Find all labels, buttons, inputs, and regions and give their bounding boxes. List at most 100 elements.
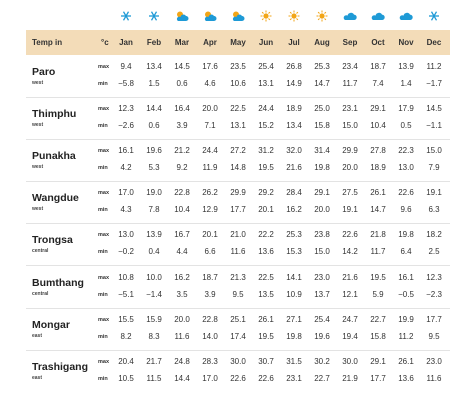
min-label: min [98, 207, 108, 214]
max-value: 14.4 [146, 104, 162, 114]
max-value: 22.8 [174, 188, 190, 198]
min-value: 4.3 [120, 205, 132, 215]
max-value: 27.1 [286, 314, 302, 324]
min-value: 17.4 [230, 331, 246, 341]
max-value: 14.5 [174, 62, 190, 71]
min-value: 10.9 [286, 289, 302, 299]
max-value: 30.0 [230, 356, 246, 366]
max-value: 17.7 [426, 314, 442, 324]
min-value: 15.3 [286, 247, 302, 257]
min-value: 19.5 [258, 163, 274, 173]
max-label: max [98, 148, 110, 155]
max-value: 20.1 [202, 230, 218, 240]
min-value: 10.4 [174, 205, 190, 215]
max-value: 32.0 [286, 146, 302, 156]
min-value: 13.0 [398, 163, 414, 173]
max-value: 29.1 [314, 188, 330, 198]
min-value: 17.7 [230, 205, 246, 215]
weather-icon [399, 12, 413, 20]
month-header: Feb [146, 38, 162, 47]
row-separator [26, 265, 450, 267]
month-header: Jul [288, 38, 300, 47]
station-region: east [32, 332, 43, 339]
min-value: −1.4 [146, 289, 162, 299]
max-value: 25.3 [314, 62, 330, 71]
station-region: west [32, 206, 44, 213]
max-value: 13.9 [146, 230, 162, 240]
month-header: Mar [174, 38, 190, 47]
max-value: 27.5 [342, 188, 358, 198]
min-value: 5.3 [148, 163, 160, 173]
max-value: 19.9 [398, 314, 414, 324]
row-separator [26, 223, 450, 225]
min-value: 14.8 [230, 163, 246, 173]
min-value: 0.6 [148, 121, 160, 131]
max-value: 22.5 [258, 272, 274, 282]
min-value: 22.7 [314, 373, 330, 383]
max-value: 22.6 [398, 188, 414, 198]
min-value: 19.1 [342, 205, 358, 215]
max-value: 17.9 [398, 104, 414, 114]
row-separator [26, 349, 450, 351]
min-value: 10.6 [230, 79, 246, 88]
min-value: 11.9 [202, 163, 218, 173]
max-value: 22.2 [258, 230, 274, 240]
min-value: 7.8 [148, 205, 160, 215]
min-label: min [98, 249, 108, 256]
max-value: 25.1 [230, 314, 246, 324]
max-value: 21.6 [342, 272, 358, 282]
min-value: 19.4 [342, 331, 358, 341]
min-value: 7.9 [428, 163, 440, 173]
station-name: Trashigang [32, 360, 89, 373]
min-value: 3.9 [176, 121, 188, 131]
station-name: Paro [32, 66, 56, 78]
weather-icon [288, 10, 300, 22]
max-value: 23.0 [314, 272, 330, 282]
min-value: 8.3 [148, 331, 160, 341]
min-value: 13.6 [398, 373, 414, 383]
min-label: min [98, 81, 108, 87]
min-value: 13.6 [258, 247, 274, 257]
max-value: 11.2 [426, 62, 442, 71]
max-value: 19.1 [426, 188, 442, 198]
max-value: 9.4 [120, 62, 132, 71]
month-header: Jun [258, 38, 274, 47]
min-value: 11.7 [370, 247, 386, 257]
max-value: 24.4 [258, 104, 274, 114]
max-value: 21.3 [230, 272, 246, 282]
max-value: 19.6 [146, 146, 162, 156]
max-value: 26.1 [258, 314, 274, 324]
max-value: 30.2 [314, 356, 330, 366]
min-value: −2.3 [426, 289, 442, 299]
min-value: 11.7 [342, 79, 358, 88]
max-value: 24.8 [174, 356, 190, 366]
max-value: 29.9 [230, 188, 246, 198]
min-value: 22.6 [258, 373, 274, 383]
min-value: 14.7 [314, 79, 330, 88]
min-value: 14.4 [174, 373, 190, 383]
max-value: 18.2 [426, 230, 442, 240]
min-value: 1.4 [400, 79, 412, 88]
min-value: 11.6 [174, 331, 190, 341]
weather-icon [149, 11, 159, 21]
max-value: 10.8 [118, 272, 134, 282]
max-value: 30.7 [258, 356, 274, 366]
max-value: 14.1 [286, 272, 302, 282]
month-header: Nov [398, 38, 414, 47]
max-value: 23.0 [426, 356, 442, 366]
month-header: Sep [342, 38, 358, 47]
station-name: Punakha [32, 150, 76, 163]
max-value: 21.7 [146, 356, 162, 366]
max-value: 18.9 [286, 104, 302, 114]
min-value: 23.1 [286, 373, 302, 383]
max-value: 31.2 [258, 146, 274, 156]
weather-icon [121, 11, 131, 21]
min-value: 11.6 [426, 373, 442, 383]
min-value: 12.1 [342, 289, 358, 299]
max-value: 23.4 [342, 62, 358, 71]
min-value: −2.6 [118, 121, 134, 131]
station-name: Bumthang [32, 276, 84, 289]
max-value: 15.5 [118, 314, 134, 324]
min-value: 8.2 [120, 331, 132, 341]
max-value: 31.5 [286, 356, 302, 366]
